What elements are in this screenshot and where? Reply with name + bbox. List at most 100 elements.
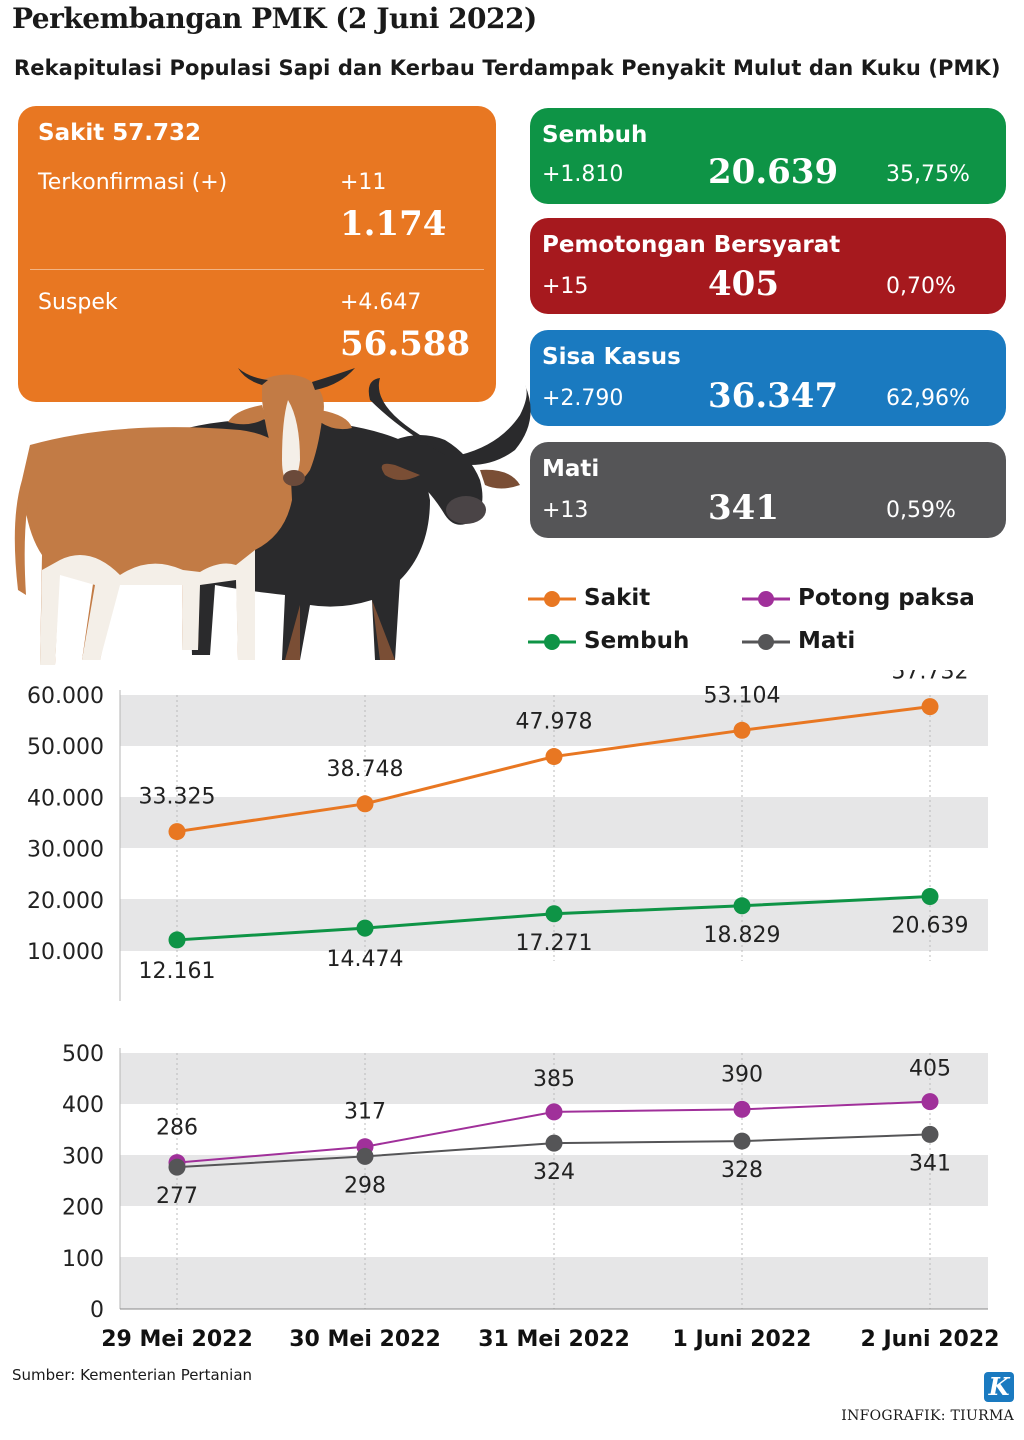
y-tick-label: 50.000: [27, 735, 104, 760]
data-point-sakit: [168, 823, 186, 841]
sisa-kasus-increase: +2.790: [542, 386, 624, 411]
legend-sakit-label: Sakit: [584, 585, 651, 611]
y-tick-label: 500: [62, 1042, 104, 1067]
sakit-label: Sakit 57.732: [38, 120, 202, 146]
data-point-mati: [168, 1158, 186, 1176]
y-tick-label: 0: [90, 1298, 104, 1323]
data-label-sembuh: 12.161: [139, 959, 216, 984]
data-label-mati: 324: [533, 1160, 575, 1185]
mati-increase: +13: [542, 498, 589, 523]
cow-illustration: [14, 368, 355, 665]
confirmed-label: Terkonfirmasi (+): [38, 170, 228, 195]
data-label-sembuh: 18.829: [704, 923, 781, 948]
data-label-sakit: 33.325: [139, 785, 216, 810]
sakit-card: Sakit 57.732 Terkonfirmasi (+) +11 1.174…: [18, 106, 496, 402]
legend-marker-sembuh: [528, 634, 576, 650]
y-tick-label: 200: [62, 1196, 104, 1221]
sembuh-label: Sembuh: [542, 122, 648, 148]
data-label-sembuh: 14.474: [327, 947, 404, 972]
data-point-sembuh: [545, 905, 563, 923]
y-tick-label: 40.000: [27, 786, 104, 811]
x-tick-label: 29 Mei 2022: [101, 1327, 253, 1352]
mati-percent: 0,59%: [886, 498, 956, 523]
sisa-kasus-label: Sisa Kasus: [542, 344, 681, 370]
y-tick-label: 300: [62, 1144, 104, 1169]
pemotongan-increase: +15: [542, 274, 589, 299]
data-label-sembuh: 17.271: [516, 931, 593, 956]
x-tick-label: 2 Juni 2022: [861, 1327, 1000, 1352]
y-tick-label: 400: [62, 1093, 104, 1118]
confirmed-total: 1.174: [340, 204, 447, 244]
data-point-sembuh: [733, 897, 751, 915]
x-tick-label: 30 Mei 2022: [289, 1327, 441, 1352]
cattle-illustration: [14, 368, 531, 665]
data-point-sembuh: [356, 919, 374, 937]
data-label-sakit: 38.748: [327, 757, 404, 782]
data-label-sembuh: 20.639: [892, 914, 969, 939]
sisa-kasus-total: 36.347: [708, 376, 839, 416]
sembuh-increase: +1.810: [542, 162, 624, 187]
data-label-mati: 298: [344, 1173, 386, 1198]
page-subtitle: Rekapitulasi Populasi Sapi dan Kerbau Te…: [14, 56, 1001, 80]
data-point-potong-paksa: [733, 1100, 751, 1118]
pemotongan-card: Pemotongan Bersyarat +15 405 0,70%: [530, 218, 1006, 314]
sembuh-percent: 35,75%: [886, 162, 970, 187]
y-tick-label: 30.000: [27, 838, 104, 863]
suspect-increase: +4.647: [340, 290, 422, 315]
x-tick-label: 1 Juni 2022: [673, 1327, 812, 1352]
infographic-credit: INFOGRAFIK: TIURMA: [841, 1408, 1014, 1424]
data-label-sakit: 53.104: [704, 683, 781, 708]
data-label-sakit: 47.978: [516, 710, 593, 735]
source-note: Sumber: Kementerian Pertanian: [12, 1366, 253, 1384]
suspect-label: Suspek: [38, 290, 118, 315]
data-point-sembuh: [168, 931, 186, 949]
legend-marker-mati: [742, 634, 790, 650]
data-point-mati: [921, 1125, 939, 1143]
data-point-mati: [356, 1147, 374, 1165]
pemotongan-total: 405: [708, 264, 779, 304]
data-label-potong-paksa: 390: [721, 1062, 763, 1087]
confirmed-increase: +11: [340, 170, 387, 195]
data-point-mati: [545, 1134, 563, 1152]
y-tick-label: 10.000: [27, 940, 104, 965]
sembuh-card: Sembuh +1.810 20.639 35,75%: [530, 108, 1006, 204]
line-chart: 60.000 50.000 40.000 30.000 20.000 10.000 33.3…: [27, 670, 1000, 1352]
legend-marker-potong-paksa: [742, 591, 790, 607]
data-label-mati: 277: [156, 1184, 198, 1209]
sembuh-total: 20.639: [708, 152, 839, 192]
data-point-mati: [733, 1132, 751, 1150]
x-tick-label: 31 Mei 2022: [478, 1327, 630, 1352]
page-title: Perkembangan PMK (2 Juni 2022): [12, 2, 537, 35]
data-point-sakit: [733, 721, 751, 739]
legend-mati-label: Mati: [798, 628, 856, 654]
data-point-sakit: [545, 748, 563, 766]
legend-sembuh-label: Sembuh: [584, 628, 690, 654]
data-point-sakit: [921, 698, 939, 716]
pemotongan-percent: 0,70%: [886, 274, 956, 299]
data-label-sakit: 57.732: [892, 670, 969, 685]
pemotongan-label: Pemotongan Bersyarat: [542, 232, 841, 258]
data-label-potong-paksa: 385: [533, 1067, 575, 1092]
legend-potong-paksa-label: Potong paksa: [798, 585, 975, 611]
data-label-mati: 341: [909, 1151, 951, 1176]
data-label-mati: 328: [721, 1158, 763, 1183]
suspect-total: 56.588: [340, 324, 471, 364]
card-divider: [30, 269, 484, 270]
data-label-potong-paksa: 405: [909, 1057, 951, 1082]
mati-card: Mati +13 341 0,59%: [530, 442, 1006, 538]
data-label-potong-paksa: 286: [156, 1116, 198, 1141]
sisa-kasus-card: Sisa Kasus +2.790 36.347 62,96%: [530, 330, 1006, 426]
logo-icon: K: [984, 1372, 1014, 1402]
legend-marker-sakit: [528, 591, 576, 607]
data-label-potong-paksa: 317: [344, 1100, 386, 1125]
data-point-potong-paksa: [921, 1093, 939, 1111]
data-point-potong-paksa: [545, 1103, 563, 1121]
data-point-sakit: [356, 795, 374, 813]
y-tick-label: 100: [62, 1247, 104, 1272]
sisa-kasus-percent: 62,96%: [886, 386, 970, 411]
data-point-sembuh: [921, 888, 939, 906]
mati-label: Mati: [542, 456, 600, 482]
y-tick-label: 20.000: [27, 889, 104, 914]
y-tick-label: 60.000: [27, 684, 104, 709]
mati-total: 341: [708, 488, 779, 528]
